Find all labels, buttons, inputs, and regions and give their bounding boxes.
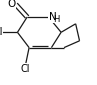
Text: H: H bbox=[54, 15, 60, 24]
Text: Cl: Cl bbox=[20, 64, 30, 74]
Text: O: O bbox=[7, 0, 15, 9]
Text: Cl: Cl bbox=[0, 27, 3, 37]
Text: N: N bbox=[48, 12, 56, 22]
